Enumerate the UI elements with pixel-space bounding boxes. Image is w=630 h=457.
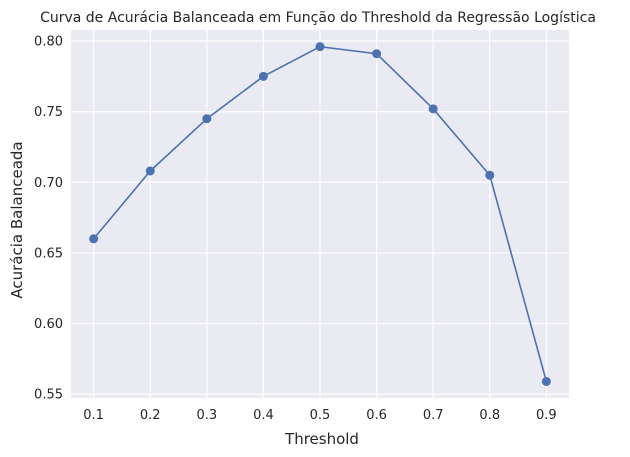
x-tick-label: 0.8 (479, 408, 500, 423)
data-point (315, 42, 325, 52)
x-tick-label: 0.5 (310, 408, 331, 423)
x-tick-label: 0.1 (83, 408, 104, 423)
x-tick-label: 0.4 (253, 408, 274, 423)
x-tick-label: 0.2 (140, 408, 161, 423)
data-point (89, 234, 99, 244)
data-point (541, 376, 551, 386)
y-tick-label: 0.75 (34, 105, 63, 120)
data-point (372, 49, 382, 59)
x-tick-label: 0.7 (423, 408, 444, 423)
data-point (145, 166, 155, 176)
y-tick-label: 0.55 (34, 388, 63, 403)
grid (71, 30, 569, 398)
data-point (202, 114, 212, 124)
x-tick-label: 0.9 (536, 408, 557, 423)
x-tick-label: 0.3 (196, 408, 217, 423)
y-tick-label: 0.70 (34, 176, 63, 191)
data-point (428, 104, 438, 114)
series (89, 42, 551, 386)
y-tick-labels: 0.55 0.60 0.65 0.70 0.75 0.80 (34, 35, 63, 403)
data-point (258, 71, 268, 81)
y-tick-label: 0.80 (34, 35, 63, 50)
x-tick-label: 0.6 (366, 408, 387, 423)
data-point (485, 170, 495, 180)
y-tick-label: 0.60 (34, 317, 63, 332)
x-tick-labels: 0.1 0.2 0.3 0.4 0.5 0.6 0.7 0.8 0.9 (83, 408, 556, 423)
x-axis-label: Threshold (284, 430, 359, 448)
y-tick-label: 0.65 (34, 246, 63, 261)
chart-title: Curva de Acurácia Balanceada em Função d… (40, 10, 596, 26)
y-axis-label: Acurácia Balanceada (8, 141, 26, 298)
